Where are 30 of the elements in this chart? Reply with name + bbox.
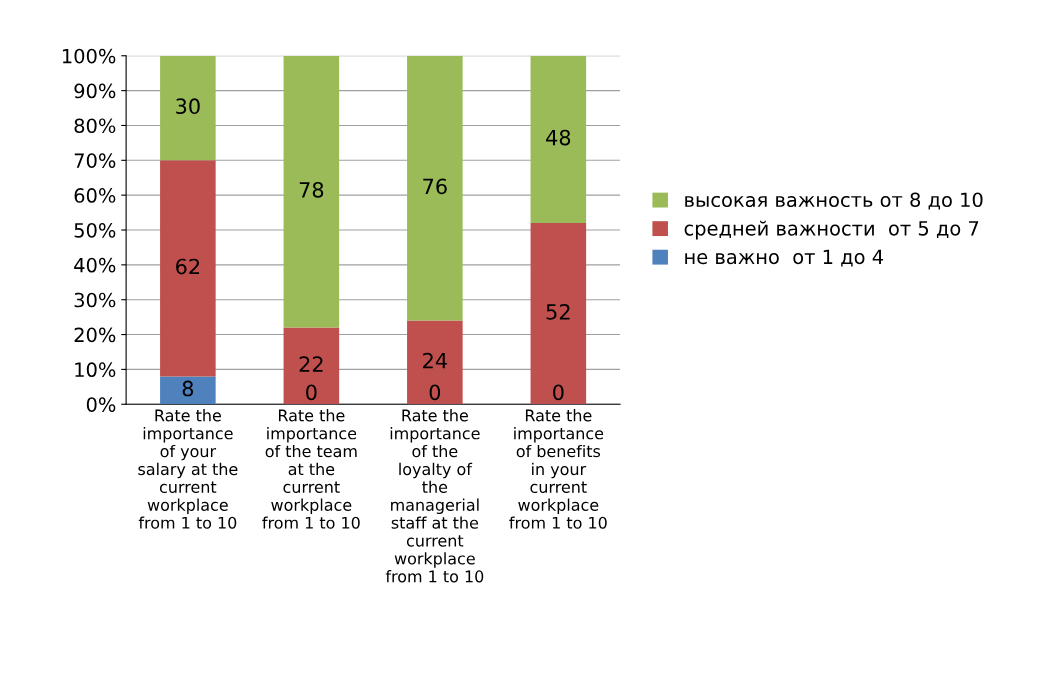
y-tick-label: 10% <box>75 362 116 378</box>
data-label: 76 <box>423 178 447 195</box>
data-label: 30 <box>176 98 200 115</box>
data-label: 52 <box>546 303 570 320</box>
y-tick-label: 20% <box>74 327 116 343</box>
y-tick-label: 50% <box>74 222 116 238</box>
y-tick-label: 0% <box>86 397 116 412</box>
x-tick-label: Rate the importance of your salary at the current workplace from 1 to 10 <box>138 409 238 529</box>
y-tick-label: 100% <box>62 48 116 64</box>
data-label: 62 <box>176 258 200 275</box>
data-label: 0 <box>306 384 317 401</box>
data-label: 0 <box>553 384 564 401</box>
data-label: 48 <box>546 129 571 146</box>
data-label: 8 <box>182 380 194 397</box>
legend-label: высокая важность от 8 до 10 <box>685 192 983 210</box>
y-tick-label: 30% <box>74 292 116 308</box>
legend-label: не важно от 1 до 4 <box>685 249 883 267</box>
x-tick-label: Rate the importance of benefits in your current workplace from 1 to 10 <box>509 409 607 529</box>
y-tick-label: 80% <box>74 118 116 134</box>
data-label: 24 <box>423 352 447 369</box>
data-label: 78 <box>299 181 324 198</box>
data-label: 22 <box>299 356 323 372</box>
y-tick-label: 60% <box>74 188 116 203</box>
y-tick-label: 70% <box>74 153 116 168</box>
legend-label: средней важности от 5 до 7 <box>684 220 979 240</box>
y-tick-label: 40% <box>74 257 116 273</box>
y-tick-label: 90% <box>74 83 116 99</box>
x-tick-label: Rate the importance of the team at the current workplace from 1 to 10 <box>262 409 360 529</box>
category-label: Rate the importance of the loyalty of the managerial staff at the current workplace from 1 to 10 <box>385 409 484 583</box>
data-label: 0 <box>429 384 441 401</box>
